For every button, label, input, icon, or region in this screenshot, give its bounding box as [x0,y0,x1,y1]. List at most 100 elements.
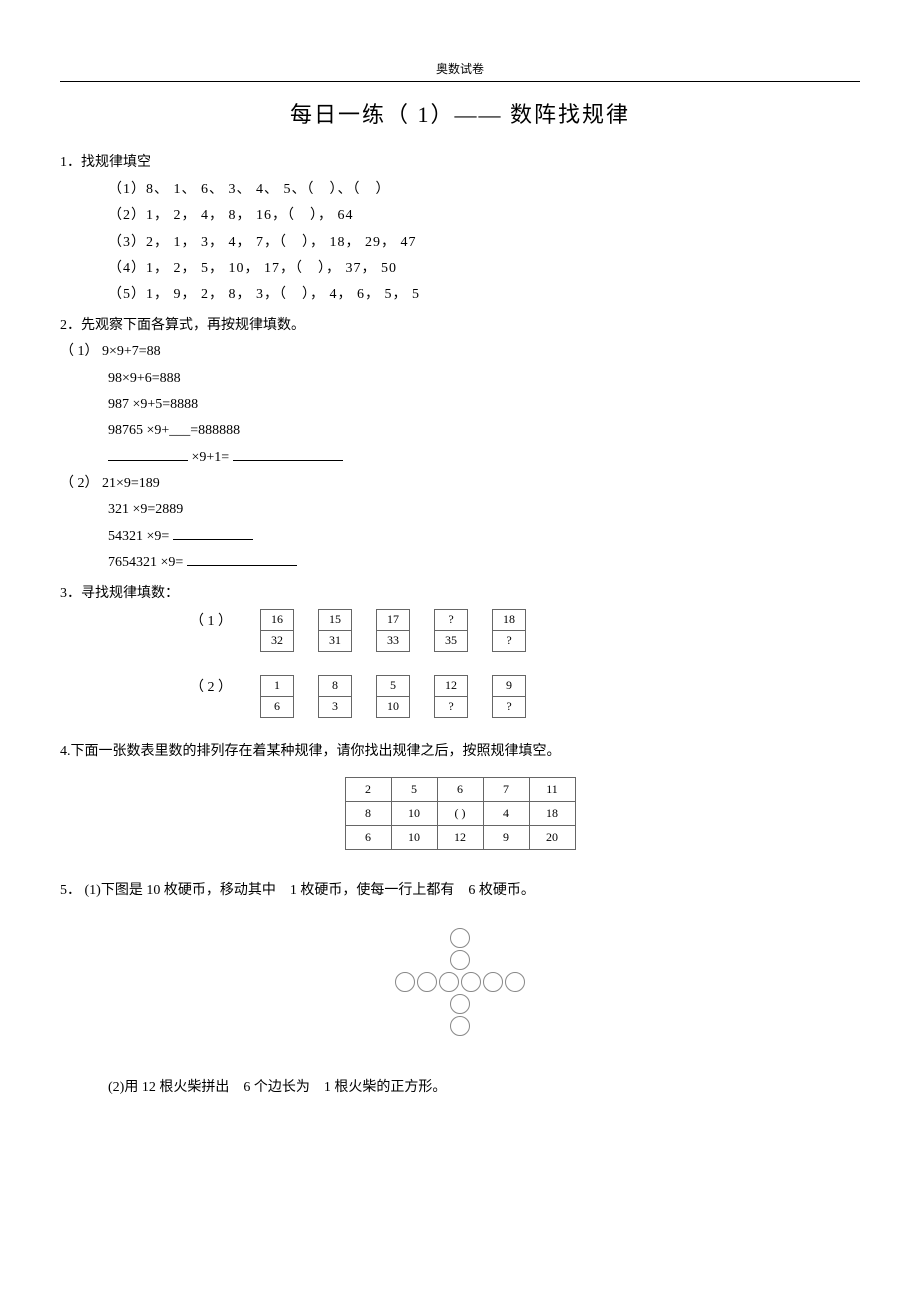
q2-sub1-line-3: 987 ×9+5=8888 [108,394,860,416]
box-pair: 18? [492,609,526,651]
table-row: 6 10 12 9 20 [345,826,575,850]
q3-sub2-row: （ 2 ） 16 83 510 12? 9? [190,675,860,717]
coin-icon [395,972,415,992]
box-pair: ?35 [434,609,468,651]
blank-input[interactable] [173,526,253,540]
coin-icon [439,972,459,992]
cell: 18 [529,802,575,826]
q2-sub2-line-2: 321 ×9=2889 [108,499,860,521]
q5-sub2: (2)用 12 根火柴拼出 6 个边长为 1 根火柴的正方形。 [60,1077,860,1099]
cell: 9 [492,675,526,697]
box-pair: 1632 [260,609,294,651]
q2-sub2-label: （ 2） [60,473,99,495]
page-header-label: 奥数试卷 [60,60,860,82]
q2-sub2-blank2: 7654321 ×9= [108,552,860,574]
cell: ? [492,696,526,718]
coin-icon [505,972,525,992]
q5-heading: 5． (1)下图是 10 枚硬币，移动其中 1 枚硬币，使每一行上都有 6 枚硬… [60,880,860,902]
table-row: 8 10 ( ) 4 18 [345,802,575,826]
cell: 35 [434,630,468,652]
cell: 6 [345,826,391,850]
cell: 5 [391,778,437,802]
cell: 4 [483,802,529,826]
cell: 5 [376,675,410,697]
cell: 15 [318,609,352,631]
question-3: 3．寻找规律填数： （ 1 ） 1632 1531 1733 ?35 18? （… [60,583,860,717]
cell: ? [492,630,526,652]
cell: 8 [345,802,391,826]
q2-sub1-mid: ×9+1= [192,450,230,465]
blank-input[interactable] [233,447,343,461]
box-pair: 1733 [376,609,410,651]
box-pair: 9? [492,675,526,717]
q2-sub2-blank1-prefix: 54321 ×9= [108,529,169,544]
coin-icon [417,972,437,992]
q3-sub2-boxes: 16 83 510 12? 9? [260,675,526,717]
cell: 10 [376,696,410,718]
q2-sub1: （ 1） 9×9+7=88 [60,341,860,363]
q3-sub1-label: （ 1 ） [190,609,240,633]
cell: 10 [391,826,437,850]
q2-sub2-blank2-prefix: 7654321 ×9= [108,555,183,570]
q4-heading: 4.下面一张数表里数的排列存在着某种规律，请你找出规律之后，按照规律填空。 [60,741,860,763]
coin-icon [461,972,481,992]
cell: ( ) [437,802,483,826]
q1-heading: 1．找规律填空 [60,152,860,174]
question-1: 1．找规律填空 （1）8、 1、 6、 3、 4、 5、（ ）、（ ） （2）1… [60,152,860,306]
cell: 31 [318,630,352,652]
q5-coin-figure [60,927,860,1037]
question-5: 5． (1)下图是 10 枚硬币，移动其中 1 枚硬币，使每一行上都有 6 枚硬… [60,880,860,1099]
cell: 33 [376,630,410,652]
q2-sub2-line-1: 21×9=189 [102,476,160,491]
cell: 17 [376,609,410,631]
cell: 32 [260,630,294,652]
q1-line-5: （5）1， 9， 2， 8， 3，（ ）， 4， 6， 5， 5 [108,284,860,306]
box-pair: 12? [434,675,468,717]
cell: 18 [492,609,526,631]
q2-sub1-label: （ 1） [60,341,99,363]
coin-icon [450,1016,470,1036]
q1-line-4: （4）1， 2， 5， 10， 17，（ ）， 37， 50 [108,258,860,280]
cell: 3 [318,696,352,718]
cell: 12 [437,826,483,850]
q1-line-3: （3）2， 1， 3， 4， 7，（ ）， 18， 29， 47 [108,232,860,254]
q3-sub1-boxes: 1632 1531 1733 ?35 18? [260,609,526,651]
box-pair: 510 [376,675,410,717]
coin-icon [483,972,503,992]
coin-cross [394,927,526,1037]
coin-icon [450,950,470,970]
cell: 6 [437,778,483,802]
cell: ? [434,609,468,631]
box-pair: 83 [318,675,352,717]
q4-table: 2 5 6 7 11 8 10 ( ) 4 18 6 10 12 9 20 [345,777,576,850]
q3-sub2-label: （ 2 ） [190,675,240,699]
cell: 12 [434,675,468,697]
table-row: 2 5 6 7 11 [345,778,575,802]
blank-input[interactable] [108,447,188,461]
question-2: 2．先观察下面各算式，再按规律填数。 （ 1） 9×9+7=88 98×9+6=… [60,315,860,575]
page-title: 每日一练（ 1）—— 数阵找规律 [60,97,860,132]
q1-line-2: （2）1， 2， 4， 8， 16，（ ）， 64 [108,205,860,227]
q2-heading: 2．先观察下面各算式，再按规律填数。 [60,315,860,337]
cell: 11 [529,778,575,802]
q2-sub1-line-1: 9×9+7=88 [102,344,161,359]
q2-sub2-blank1: 54321 ×9= [108,526,860,548]
cell: 8 [318,675,352,697]
coin-icon [450,994,470,1014]
coin-icon [450,928,470,948]
cell: 2 [345,778,391,802]
q2-sub1-line-4: 98765 ×9+___=888888 [108,420,860,442]
cell: 10 [391,802,437,826]
q3-heading: 3．寻找规律填数： [60,583,860,605]
cell: 20 [529,826,575,850]
cell: 9 [483,826,529,850]
box-pair: 1531 [318,609,352,651]
q3-sub1-row: （ 1 ） 1632 1531 1733 ?35 18? [190,609,860,651]
cell: 7 [483,778,529,802]
q2-sub1-line-2: 98×9+6=888 [108,368,860,390]
cell: ? [434,696,468,718]
blank-input[interactable] [187,552,297,566]
question-4: 4.下面一张数表里数的排列存在着某种规律，请你找出规律之后，按照规律填空。 2 … [60,741,860,850]
cell: 1 [260,675,294,697]
cell: 6 [260,696,294,718]
